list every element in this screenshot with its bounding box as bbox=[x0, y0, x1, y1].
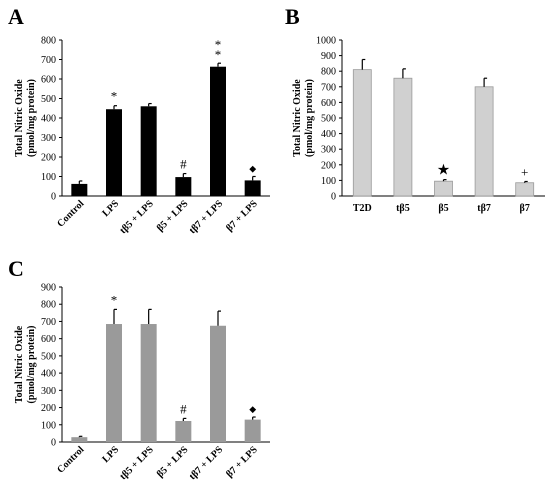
y-tick-label-c: 300 bbox=[41, 386, 56, 397]
significance-marker-c: # bbox=[180, 401, 187, 416]
y-tick-label-b: 500 bbox=[321, 114, 336, 125]
y-tick-label-a: 300 bbox=[41, 133, 56, 144]
chart-panel-c: 0 100 200 300 400 500 600 700 800 900 Total Nitric… bbox=[14, 283, 270, 482]
y-axis-title-b: (pmol/mg protein) bbox=[304, 79, 315, 157]
bar-a bbox=[140, 106, 157, 196]
bar-b bbox=[474, 86, 494, 197]
x-tick-label-a: Control bbox=[55, 198, 86, 229]
y-tick-label-a: 400 bbox=[41, 114, 56, 125]
y-tick-label-b: 600 bbox=[321, 98, 336, 109]
y-tick-label-c: 400 bbox=[41, 369, 56, 380]
chart-panel-a: 0 100 200 300 400 500 600 700 800 Total Nitric Ox… bbox=[14, 36, 270, 236]
y-tick-label-c: 0 bbox=[51, 438, 56, 449]
significance-marker-a: ◆ bbox=[249, 164, 256, 174]
bar-b bbox=[515, 182, 535, 197]
significance-marker-a: # bbox=[180, 157, 187, 172]
y-tick-label-c: 800 bbox=[41, 300, 56, 311]
x-tick-label-a: tβ5 + LPS bbox=[118, 198, 156, 236]
significance-marker-c: * bbox=[111, 292, 118, 307]
y-tick-label-a: 100 bbox=[41, 172, 56, 183]
x-tick-label-b: T2D bbox=[353, 203, 372, 214]
panel-letter-b: B bbox=[285, 4, 300, 29]
bar-c bbox=[244, 419, 261, 442]
significance-marker-c: ◆ bbox=[249, 404, 256, 414]
y-tick-label-b: 400 bbox=[321, 129, 336, 140]
x-tick-label-a: tβ7 + LPS bbox=[187, 198, 225, 236]
bar-b bbox=[352, 69, 372, 197]
bar-b bbox=[393, 77, 413, 197]
significance-marker-a: * bbox=[215, 47, 222, 62]
x-tick-label-c: LPS bbox=[100, 444, 121, 465]
y-tick-label-b: 800 bbox=[321, 67, 336, 78]
x-tick-label-b: β5 bbox=[438, 203, 448, 214]
y-tick-label-b: 1000 bbox=[316, 36, 336, 47]
y-tick-label-a: 0 bbox=[51, 192, 56, 203]
bar-a bbox=[175, 177, 192, 196]
panel-letter-c: C bbox=[8, 256, 24, 281]
y-tick-label-b: 700 bbox=[321, 82, 336, 93]
y-tick-label-a: 600 bbox=[41, 75, 56, 86]
bar-a bbox=[106, 109, 122, 196]
y-tick-label-a: 200 bbox=[41, 153, 56, 164]
y-axis-title-b: Total Nitric Oxide bbox=[292, 79, 303, 157]
y-tick-label-b: 300 bbox=[321, 145, 336, 156]
y-axis-title-a: Total Nitric Oxide bbox=[14, 79, 25, 157]
y-tick-label-b: 100 bbox=[321, 176, 336, 187]
y-tick-label-b: 900 bbox=[321, 51, 336, 62]
bar-c bbox=[175, 420, 192, 442]
bar-c bbox=[210, 325, 226, 442]
x-tick-label-c: tβ5 + LPS bbox=[118, 444, 156, 482]
x-tick-label-c: β7 + LPS bbox=[224, 444, 260, 480]
x-tick-label-c: Control bbox=[55, 444, 86, 475]
x-tick-label-b: tβ5 bbox=[396, 203, 410, 214]
bar-a bbox=[244, 180, 261, 196]
x-tick-label-c: tβ7 + LPS bbox=[187, 444, 225, 482]
panel-letter-a: A bbox=[8, 4, 24, 29]
x-tick-label-c: β5 + LPS bbox=[155, 444, 191, 480]
x-tick-label-b: tβ7 bbox=[477, 203, 491, 214]
bar-a bbox=[210, 66, 226, 196]
x-tick-label-b: β7 bbox=[520, 203, 530, 214]
y-tick-label-c: 100 bbox=[41, 420, 56, 431]
y-tick-label-c: 500 bbox=[41, 351, 56, 362]
x-tick-label-a: β7 + LPS bbox=[224, 198, 260, 234]
y-tick-label-c: 900 bbox=[41, 283, 56, 294]
bar-a bbox=[71, 183, 88, 196]
y-tick-label-b: 0 bbox=[331, 192, 336, 203]
significance-marker-a: * bbox=[215, 37, 222, 52]
y-tick-label-a: 700 bbox=[41, 55, 56, 66]
y-axis-title-c: (pmol/mg protein) bbox=[26, 326, 37, 404]
x-tick-label-a: LPS bbox=[100, 198, 121, 219]
bar-c bbox=[106, 324, 122, 442]
y-tick-label-a: 800 bbox=[41, 36, 56, 47]
bar-b bbox=[434, 180, 453, 197]
y-tick-label-c: 700 bbox=[41, 317, 56, 328]
y-axis-title-c: Total Nitric Oxide bbox=[14, 325, 25, 403]
x-tick-label-a: β5 + LPS bbox=[155, 198, 191, 234]
y-tick-label-b: 200 bbox=[321, 160, 336, 171]
chart-panel-b: 0 100 200 300 400 500 600 700 800 900 1000 Total Ni… bbox=[292, 36, 545, 214]
significance-marker-b: ★ bbox=[437, 163, 450, 179]
y-axis-title-a: (pmol/mg protein) bbox=[26, 79, 37, 157]
y-tick-label-c: 600 bbox=[41, 334, 56, 345]
bar-c bbox=[140, 324, 157, 442]
y-tick-label-a: 500 bbox=[41, 94, 56, 105]
significance-marker-a: * bbox=[111, 89, 118, 104]
y-tick-label-c: 200 bbox=[41, 403, 56, 414]
significance-marker-b: + bbox=[521, 164, 528, 179]
bar-c bbox=[71, 437, 88, 442]
